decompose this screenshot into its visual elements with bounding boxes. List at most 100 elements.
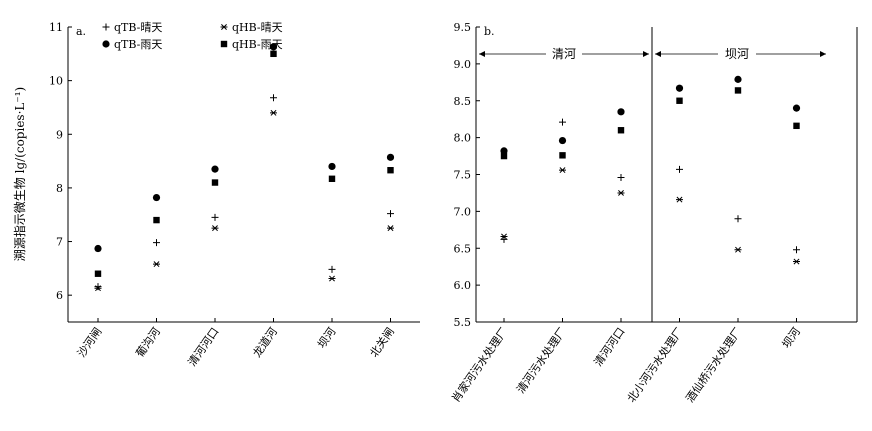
data-point bbox=[153, 239, 160, 247]
data-point bbox=[558, 136, 567, 145]
data-point bbox=[270, 94, 277, 102]
region-label-qinghe: 清河 bbox=[552, 47, 576, 61]
data-point bbox=[676, 196, 683, 203]
y-tick-label: 9 bbox=[56, 128, 63, 141]
data-point bbox=[734, 87, 742, 94]
legend-marker bbox=[102, 40, 110, 48]
data-point bbox=[792, 104, 801, 112]
y-tick-label: 7.5 bbox=[454, 169, 472, 182]
legend-label: qTB-晴天 bbox=[114, 21, 162, 34]
x-tick-label: 龙道河 bbox=[250, 325, 280, 360]
x-tick-label: 肖家河污水处理厂 bbox=[449, 325, 511, 405]
x-tick-label: 北小河污水处理厂 bbox=[625, 325, 686, 405]
panel-label: b. bbox=[484, 25, 495, 38]
data-point bbox=[500, 233, 508, 240]
data-point bbox=[734, 75, 742, 83]
data-point bbox=[94, 283, 102, 291]
series-1 bbox=[94, 109, 394, 292]
data-point bbox=[153, 216, 160, 224]
data-point bbox=[94, 244, 102, 253]
y-tick-label: 5.5 bbox=[454, 316, 472, 329]
y-tick-label: 8.0 bbox=[454, 132, 472, 145]
data-point bbox=[617, 173, 625, 181]
y-tick-label: 8 bbox=[56, 182, 63, 195]
y-tick-label: 7.0 bbox=[454, 205, 472, 218]
y-tick-label: 11 bbox=[49, 21, 63, 34]
data-point bbox=[328, 275, 336, 282]
data-point bbox=[734, 215, 742, 223]
region-arrowhead bbox=[643, 51, 649, 57]
data-point bbox=[387, 210, 394, 218]
data-point bbox=[386, 153, 395, 161]
data-point bbox=[387, 167, 394, 174]
data-point bbox=[734, 246, 742, 253]
region-arrowhead bbox=[820, 51, 826, 57]
data-point bbox=[211, 225, 219, 232]
x-tick-label: 坝河 bbox=[314, 325, 338, 351]
y-tick-label: 9.0 bbox=[454, 58, 472, 71]
series-2 bbox=[500, 75, 801, 155]
data-point bbox=[328, 265, 336, 273]
y-tick-label: 9.5 bbox=[454, 21, 472, 34]
data-point bbox=[675, 84, 684, 92]
y-tick-label: 6.5 bbox=[454, 242, 472, 255]
series-0 bbox=[94, 94, 394, 291]
data-point bbox=[328, 162, 336, 171]
data-point bbox=[793, 258, 800, 265]
y-tick-label: 6.0 bbox=[454, 279, 472, 292]
data-point bbox=[559, 167, 566, 174]
legend-item: qHB-雨天 bbox=[220, 38, 283, 51]
series-0 bbox=[500, 118, 800, 254]
legend-item: qHB-晴天 bbox=[220, 21, 283, 34]
series-1 bbox=[500, 167, 800, 265]
y-tick-label: 8.5 bbox=[454, 95, 472, 108]
series-3 bbox=[500, 87, 800, 160]
x-tick-label: 北关闸 bbox=[367, 325, 397, 360]
y-tick-label: 7 bbox=[56, 236, 63, 249]
data-point bbox=[94, 270, 102, 277]
data-point bbox=[500, 152, 508, 160]
legend-item: qTB-晴天 bbox=[102, 21, 162, 34]
legend-marker bbox=[220, 24, 228, 30]
data-point bbox=[211, 165, 219, 173]
data-point bbox=[153, 261, 160, 268]
y-tick-label: 6 bbox=[56, 289, 63, 302]
x-tick-label: 沙河闸 bbox=[75, 325, 105, 359]
data-point bbox=[559, 152, 566, 159]
data-point bbox=[617, 127, 625, 134]
legend-item: qTB-雨天 bbox=[102, 38, 162, 51]
x-tick-label: 葡沟河 bbox=[133, 325, 163, 359]
x-tick-label: 坝河 bbox=[779, 325, 803, 351]
data-point bbox=[500, 147, 508, 155]
data-point bbox=[676, 97, 683, 104]
legend-marker bbox=[220, 40, 228, 48]
region-arrowhead bbox=[479, 51, 485, 57]
data-point bbox=[270, 109, 277, 116]
legend-label: qTB-雨天 bbox=[114, 38, 162, 51]
data-point bbox=[559, 118, 566, 126]
data-point bbox=[269, 43, 278, 51]
x-tick-label: 清河河口 bbox=[186, 325, 222, 368]
region-arrowhead bbox=[655, 51, 661, 57]
data-point bbox=[211, 179, 219, 186]
data-point bbox=[793, 122, 800, 130]
panel-b: 5.5 6.0 6.5 7.0 7.5 8.0 8.5 9.0 9.5 肖家河污水处理厂 清河污水处… bbox=[449, 21, 858, 405]
panel-label: a. bbox=[76, 25, 86, 38]
data-point bbox=[617, 108, 625, 116]
data-point bbox=[94, 285, 102, 292]
panel-a: 6 7 8 9 10 11 沙河闸 葡沟河 清河河口 龙道河 坝河 北关闸 a. 溯源指示微生物 lg/(… bbox=[12, 21, 420, 369]
data-point bbox=[676, 165, 683, 173]
legend-label: qHB-晴天 bbox=[232, 21, 283, 34]
data-point bbox=[617, 189, 625, 196]
x-tick-label: 清河污水处理厂 bbox=[514, 325, 569, 396]
data-point bbox=[211, 213, 219, 221]
data-point bbox=[152, 193, 161, 202]
series-2 bbox=[94, 43, 395, 253]
data-point bbox=[270, 50, 277, 58]
data-point bbox=[328, 175, 336, 182]
series-3 bbox=[94, 50, 394, 277]
region-label-bahe: 坝河 bbox=[725, 47, 749, 61]
legend-label: qHB-雨天 bbox=[232, 38, 283, 51]
legend-marker bbox=[102, 23, 110, 31]
